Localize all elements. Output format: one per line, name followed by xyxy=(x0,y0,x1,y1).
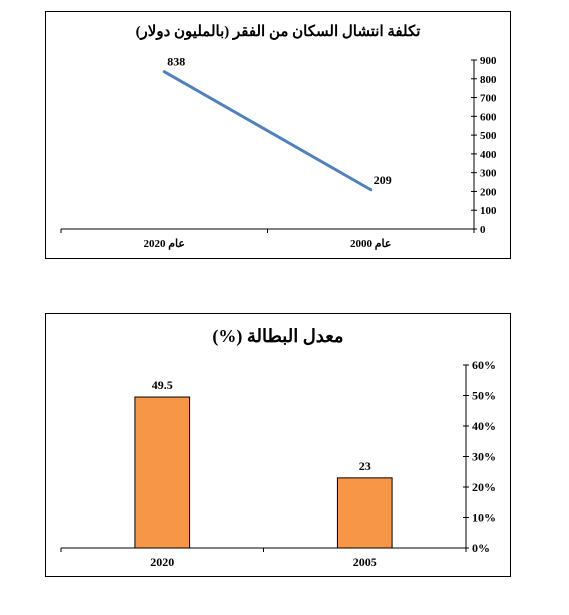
y-tick-label: 100 xyxy=(480,205,497,217)
y-tick-label: 200 xyxy=(480,186,497,198)
data-label: 209 xyxy=(374,173,392,187)
data-label: 838 xyxy=(167,55,185,69)
y-tick-label: 30% xyxy=(472,450,496,464)
chart-panel-unemployment: معدل البطالة (%) 0% 10% 20% 30% 40% 50% 60% 202… xyxy=(45,313,511,577)
chart-panel-poverty-cost: تكلفة انتشال السكان من الفقر (بالمليون د… xyxy=(45,11,511,259)
y-tick-label: 0 xyxy=(480,224,486,236)
y-tick-label: 800 xyxy=(480,74,497,86)
y-tick-label: 40% xyxy=(472,419,496,433)
y-tick-label: 60% xyxy=(472,358,496,372)
chart-title: معدل البطالة (%) xyxy=(212,326,344,346)
y-tick-label: 10% xyxy=(472,511,496,525)
bar xyxy=(336,477,393,549)
bar-chart: 0% 10% 20% 30% 40% 50% 60% 2020 2005 49.5 23 xyxy=(60,358,496,569)
data-point xyxy=(369,188,373,192)
y-tick-label: 0% xyxy=(472,541,490,555)
y-tick-label: 600 xyxy=(480,111,497,123)
y-tick-label: 300 xyxy=(480,168,497,180)
x-tick-label: 2020 xyxy=(150,555,174,569)
chart-title: تكلفة انتشال السكان من الفقر (بالمليون د… xyxy=(135,24,421,40)
y-tick-label: 400 xyxy=(480,149,497,161)
data-label: 23 xyxy=(359,459,371,473)
x-tick-label: 2005 xyxy=(353,555,377,569)
y-tick-label: 900 xyxy=(480,55,497,67)
x-tick-label: عام 2020 xyxy=(144,238,185,250)
y-tick-label: 50% xyxy=(472,389,496,403)
line-chart: 0 100 200 300 400 500 600 700 800 900 عام 2020 عام … xyxy=(60,55,497,250)
y-tick-label: 20% xyxy=(472,480,496,494)
x-tick-label: عام 2000 xyxy=(350,238,391,250)
bar xyxy=(134,396,191,549)
y-tick-label: 500 xyxy=(480,130,497,142)
data-point xyxy=(162,70,166,74)
y-tick-label: 700 xyxy=(480,93,497,105)
data-label: 49.5 xyxy=(152,378,173,392)
series-line xyxy=(163,70,372,192)
